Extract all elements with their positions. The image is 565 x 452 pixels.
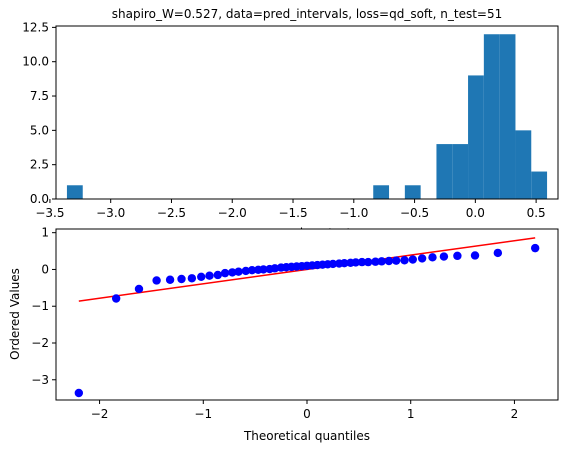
qq-y-tick-label: 1: [41, 226, 49, 240]
histogram-x-tick-label: 0.5: [527, 206, 546, 220]
qq-x-tick-label: −1: [194, 407, 212, 421]
histogram-y-tick-label: 12.5: [22, 20, 49, 34]
qq-point: [400, 256, 409, 265]
histogram-bar: [452, 144, 469, 199]
qq-y-tick-label: −1: [31, 299, 49, 313]
histogram-x-tick-label: 0.0: [466, 206, 485, 220]
histogram-x-tick-label: −0.5: [400, 206, 429, 220]
qq-plot-panel: −2 −1 0 1 2 −3 −2 −1 0 1 Theoretical quantiles O…: [8, 226, 559, 443]
histogram-bar: [499, 34, 516, 199]
qq-y-label: Ordered Values: [8, 268, 22, 360]
qq-point: [197, 272, 206, 282]
qq-point: [74, 388, 84, 398]
histogram-bars: [66, 34, 548, 199]
histogram-y-tick-label: 0.0: [30, 192, 49, 206]
histogram-title: shapiro_W=0.527, data=pred_intervals, lo…: [112, 7, 502, 21]
histogram-x-tick-label: −2.0: [218, 206, 247, 220]
qq-point: [220, 268, 230, 278]
histogram-bar: [404, 185, 421, 199]
qq-y-tick-label: −2: [31, 336, 49, 350]
histogram-y-tick-label: 7.5: [30, 89, 49, 103]
qq-point: [328, 259, 338, 269]
histogram-bar: [373, 185, 390, 199]
qq-point: [428, 253, 437, 262]
qq-plot-background: [56, 229, 558, 400]
histogram-x-tick-label: −3.0: [96, 206, 125, 220]
qq-x-tick-label: −2: [91, 407, 109, 421]
histogram-bar: [468, 75, 484, 199]
qq-point: [205, 271, 214, 280]
qq-point: [392, 256, 401, 265]
qq-point: [213, 270, 222, 280]
histogram-x-tick-label: −2.5: [157, 206, 186, 220]
qq-point: [408, 255, 417, 264]
qq-point: [152, 276, 161, 285]
qq-point: [228, 268, 237, 277]
qq-x-tick-label: 0: [303, 407, 311, 421]
qq-y-tick-label: 0: [41, 262, 49, 276]
histogram-x-tick-label: −1.0: [339, 206, 368, 220]
qq-point: [340, 259, 349, 268]
qq-point: [111, 294, 121, 303]
qq-point: [417, 254, 427, 263]
qq-point: [270, 264, 280, 273]
qq-point: [439, 252, 449, 261]
qq-point: [177, 274, 186, 284]
histogram-y-tick-label: 5.0: [30, 123, 49, 137]
qq-point: [530, 243, 540, 253]
qq-point: [453, 251, 462, 261]
qq-y-tick-label: −3: [31, 373, 49, 387]
histogram-y-ticks: 0.0 2.5 5.0 7.5 10.0 12.5: [22, 20, 56, 206]
qq-point: [371, 257, 380, 266]
qq-y-ticks: −3 −2 −1 0 1: [31, 226, 56, 387]
qq-point: [241, 266, 251, 276]
histogram-y-tick-label: 2.5: [30, 158, 49, 172]
qq-point: [259, 265, 268, 274]
qq-point: [134, 284, 144, 294]
qq-point: [351, 258, 360, 267]
qq-x-tick-label: 2: [511, 407, 519, 421]
qq-x-ticks: −2 −1 0 1 2: [91, 400, 519, 421]
qq-point: [187, 274, 197, 283]
qq-point: [247, 265, 257, 275]
qq-point: [377, 257, 386, 266]
qq-x-tick-label: 1: [407, 407, 415, 421]
histogram-x-tick-label: −1.5: [278, 206, 307, 220]
histogram-bar: [66, 185, 83, 199]
qq-point: [357, 257, 367, 267]
histogram-axes-frame: [55, 25, 559, 200]
histogram-x-tick-label: −3.5: [35, 206, 64, 220]
histogram-bar: [436, 144, 453, 199]
histogram-bar: [515, 130, 532, 199]
qq-point: [470, 251, 480, 260]
histogram-bar: [483, 34, 500, 199]
histogram-bar: [531, 171, 548, 199]
histogram-y-tick-label: 10.0: [22, 55, 49, 69]
qq-point: [165, 275, 175, 284]
qq-point: [384, 256, 394, 266]
histogram-panel: shapiro_W=0.527, data=pred_intervals, lo…: [22, 7, 559, 240]
qq-x-label: Theoretical quantiles: [243, 429, 370, 443]
histogram-x-ticks: −3.5 −3.0 −2.5 −2.0 −1.5 −1.0 −0.5 0.0 0.5: [35, 199, 546, 220]
qq-plot-axes-frame: [55, 228, 559, 401]
qq-point: [234, 267, 243, 276]
qq-points: [74, 243, 540, 398]
qq-point: [493, 248, 503, 258]
qq-point: [363, 257, 373, 267]
